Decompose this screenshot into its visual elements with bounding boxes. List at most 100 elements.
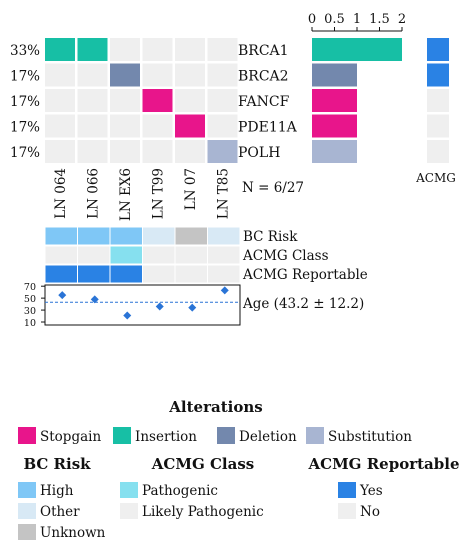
sample-label: LN 066 (86, 168, 102, 219)
sample-label: LN 07 (183, 168, 199, 210)
bc-risk-cell (77, 226, 111, 246)
gene-bar (312, 38, 402, 61)
legend-swatch (18, 482, 36, 498)
track-label: ACMG Class (242, 248, 329, 264)
gene-percent: 17% (10, 69, 40, 85)
gene-label: POLH (238, 145, 280, 161)
empty-cell (45, 63, 75, 87)
sample-label: LN T99 (151, 168, 167, 219)
acmg-class-cell (207, 245, 241, 265)
legend-item: High (40, 483, 74, 499)
empty-cell (110, 89, 140, 112)
age-label: Age (43.2 ± 12.2) (242, 296, 364, 312)
acmg-reportable-cell (109, 264, 143, 284)
track-label: BC Risk (243, 229, 298, 245)
bar-axis-tick-label: 1 (353, 12, 361, 27)
legend-item: Stopgain (40, 429, 101, 445)
empty-cell (142, 140, 173, 163)
gene-bar (312, 63, 357, 87)
empty-cell (207, 63, 238, 87)
empty-cell (207, 114, 238, 138)
empty-cell (175, 63, 205, 87)
legend-item: Insertion (135, 429, 197, 445)
legend-title-acmg-class: ACMG Class (151, 455, 254, 473)
gene-percent: 17% (10, 94, 40, 110)
alteration-cell (110, 63, 140, 87)
bc-risk-cell (207, 226, 241, 246)
age-point (188, 303, 197, 312)
legend-swatch (113, 427, 131, 444)
legend-swatch (18, 524, 36, 540)
bar-axis-tick-label: 2 (398, 12, 406, 27)
sample-label: LN EX6 (118, 168, 134, 221)
empty-cell (175, 140, 205, 163)
alteration-cell (77, 38, 108, 61)
empty-cell (142, 114, 173, 138)
bc-risk-cell (174, 226, 208, 246)
acmg-cell (427, 89, 449, 112)
legend-swatch (338, 503, 356, 519)
age-point (155, 302, 164, 311)
empty-cell (110, 38, 140, 61)
legend-title-bc-risk: BC Risk (23, 455, 91, 473)
acmg-cell (427, 114, 449, 138)
empty-cell (142, 63, 173, 87)
track-label: ACMG Reportable (242, 267, 368, 283)
alteration-cell (175, 114, 205, 138)
legend-item: Other (40, 504, 80, 520)
legend-title-acmg-reportable: ACMG Reportable (308, 455, 460, 473)
legend-title-alterations: Alterations (168, 398, 262, 416)
gene-label: BRCA1 (238, 43, 289, 59)
acmg-reportable-cell (174, 264, 208, 284)
acmg-cell (427, 63, 449, 87)
sample-label: LN 064 (53, 168, 69, 219)
empty-cell (175, 38, 205, 61)
legend-swatch (217, 427, 235, 444)
acmg-reportable-cell (77, 264, 111, 284)
acmg-column-label: ACMG (415, 171, 456, 185)
bar-axis-tick-label: 0.5 (324, 12, 345, 27)
age-point (123, 311, 132, 320)
acmg-reportable-cell (207, 264, 241, 284)
gene-percent: 17% (10, 145, 40, 161)
acmg-class-cell (174, 245, 208, 265)
legend-item: No (360, 504, 380, 520)
alteration-cell (207, 140, 238, 163)
age-tick-label: 70 (24, 282, 36, 293)
empty-cell (110, 114, 140, 138)
sample-count: N = 6/27 (242, 180, 304, 196)
bc-risk-cell (44, 226, 78, 246)
empty-cell (45, 89, 75, 112)
gene-bar (312, 89, 357, 112)
sample-label: LN T85 (216, 168, 232, 219)
acmg-class-cell (142, 245, 176, 265)
legend-item: Yes (359, 483, 383, 499)
age-point (58, 291, 67, 300)
alteration-cell (45, 38, 75, 61)
gene-bar (312, 140, 357, 163)
bc-risk-cell (142, 226, 176, 246)
legend-swatch (120, 482, 138, 498)
gene-label: BRCA2 (238, 69, 289, 85)
legend-swatch (18, 503, 36, 519)
empty-cell (45, 114, 75, 138)
legend-swatch (306, 427, 324, 444)
gene-percent: 33% (10, 43, 40, 59)
empty-cell (142, 38, 173, 61)
empty-cell (77, 114, 108, 138)
gene-label: FANCF (238, 94, 290, 110)
legend-swatch (120, 503, 138, 519)
legend-item: Substitution (328, 429, 412, 445)
acmg-reportable-cell (142, 264, 176, 284)
acmg-reportable-cell (44, 264, 78, 284)
legend-item: Likely Pathogenic (142, 504, 264, 520)
legend-item: Pathogenic (142, 483, 218, 499)
alteration-cell (142, 89, 173, 112)
acmg-cell (427, 38, 449, 61)
empty-cell (45, 140, 75, 163)
legend-item: Unknown (40, 525, 106, 541)
acmg-class-cell (77, 245, 111, 265)
acmg-cell (427, 140, 449, 163)
legend-item: Deletion (239, 429, 297, 445)
